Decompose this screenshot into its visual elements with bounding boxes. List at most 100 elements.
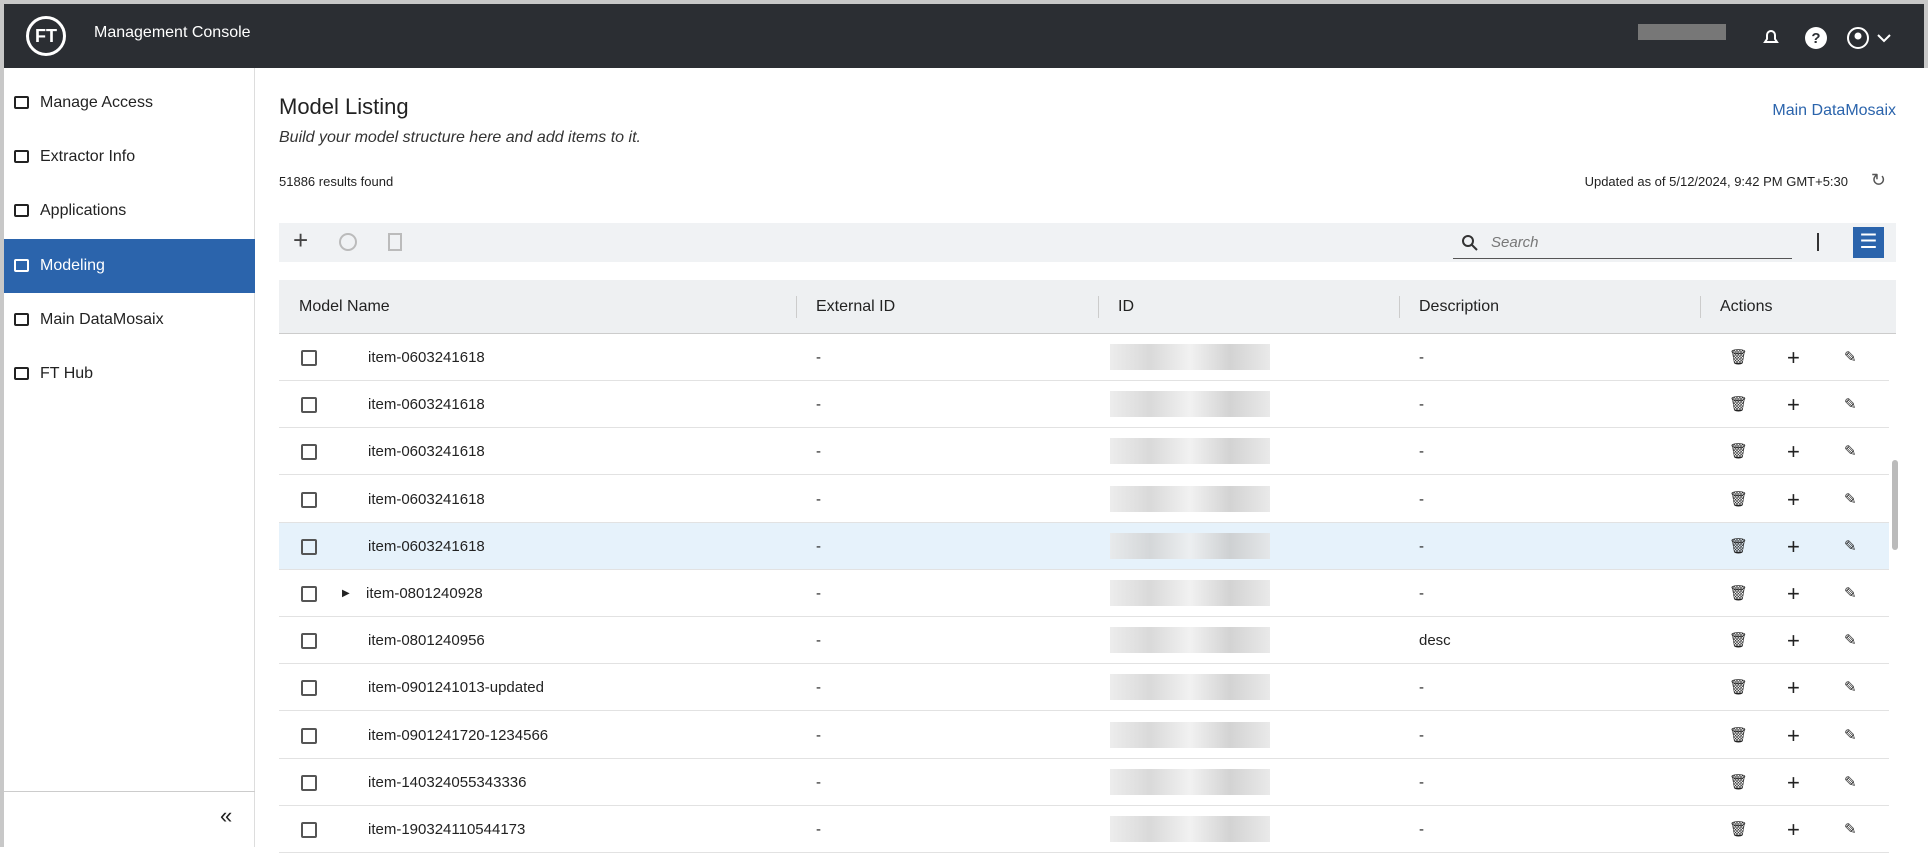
id-redacted: [1110, 721, 1270, 748]
collapse[interactable]: «: [220, 803, 233, 828]
column-header[interactable]: Description: [1419, 298, 1500, 315]
add-button[interactable]: +: [293, 225, 309, 255]
add-action[interactable]: +: [1787, 817, 1800, 842]
model-name: item-0901241720-1234566: [368, 726, 549, 744]
edit-action[interactable]: ✎: [1844, 726, 1857, 744]
model-name: item-190324110544173: [368, 821, 526, 838]
delete-action[interactable]: 🗑: [1729, 726, 1749, 744]
add-action[interactable]: +: [1787, 581, 1800, 606]
account[interactable]: [1846, 26, 1896, 50]
table-row[interactable]: ▶ item-0801240928 - - 🗑 + ✎: [279, 570, 1889, 617]
table-row[interactable]: item-140324055343336 - - 🗑 + ✎: [279, 759, 1889, 806]
add-action[interactable]: +: [1787, 675, 1800, 701]
checkbox[interactable]: [301, 727, 317, 744]
model-name: item-0603241618: [368, 396, 485, 414]
add-action[interactable]: +: [1787, 439, 1800, 465]
edit-action[interactable]: ✎: [1844, 679, 1857, 697]
column-header[interactable]: ID: [1118, 298, 1134, 315]
checkbox[interactable]: [301, 633, 317, 650]
add-action[interactable]: +: [1787, 486, 1800, 512]
column-header[interactable]: Actions: [1720, 298, 1773, 315]
user-menu[interactable]: [1638, 24, 1726, 40]
search-icon: [1462, 235, 1478, 251]
add-action[interactable]: +: [1787, 628, 1800, 654]
publish-button[interactable]: [339, 233, 357, 251]
subtitle: Build your model structure here and add …: [279, 129, 641, 146]
description: -: [1419, 349, 1424, 366]
nav-item[interactable]: Extractor Info: [4, 130, 255, 184]
edit-action[interactable]: ✎: [1844, 490, 1857, 508]
edit-action[interactable]: ✎: [1844, 585, 1857, 602]
refresh[interactable]: ↻: [1870, 170, 1886, 190]
nav-item[interactable]: Modeling: [4, 239, 255, 293]
notifications[interactable]: [1760, 26, 1782, 48]
expand-arrow[interactable]: ▶: [342, 588, 350, 599]
edit-action[interactable]: ✎: [1844, 773, 1857, 791]
toolbar: + Search ☰: [279, 223, 1896, 262]
nav-item[interactable]: Manage Access: [4, 76, 255, 130]
column-separator: [1700, 296, 1701, 318]
delete-action[interactable]: 🗑: [1729, 396, 1749, 414]
checkbox[interactable]: [301, 491, 317, 508]
table-row[interactable]: item-0901241720-1234566 - - 🗑 + ✎: [279, 712, 1889, 759]
delete-action[interactable]: 🗑: [1729, 537, 1749, 555]
external-id: -: [816, 773, 821, 791]
add-action[interactable]: +: [1787, 533, 1800, 559]
nav-item[interactable]: Applications: [4, 184, 255, 238]
delete-action[interactable]: 🗑: [1729, 585, 1749, 602]
edit-action[interactable]: ✎: [1844, 349, 1857, 366]
delete-action[interactable]: 🗑: [1729, 679, 1749, 697]
table-row[interactable]: item-0603241618 - - 🗑 + ✎: [279, 428, 1889, 476]
add-action[interactable]: +: [1787, 769, 1800, 795]
svg-text:?: ?: [1811, 30, 1820, 47]
help[interactable]: ?: [1804, 26, 1828, 50]
table-row[interactable]: item-0901241013-updated - - 🗑 + ✎: [279, 664, 1889, 712]
table-row[interactable]: item-0801240956 - desc 🗑 + ✎: [279, 617, 1889, 665]
checkbox[interactable]: [301, 350, 317, 366]
table-row[interactable]: item-0603241618 - - 🗑 + ✎: [279, 522, 1889, 570]
id-redacted: [1110, 532, 1270, 559]
edit-action[interactable]: ✎: [1844, 821, 1857, 838]
delete-button[interactable]: [388, 233, 402, 251]
checkbox[interactable]: [301, 586, 317, 602]
edit-action[interactable]: ✎: [1844, 632, 1857, 650]
add-action[interactable]: +: [1787, 722, 1800, 748]
list-view[interactable]: ☰: [1853, 227, 1884, 258]
checkbox[interactable]: [301, 444, 317, 461]
column-header[interactable]: Model Name: [299, 298, 390, 315]
scrollbar[interactable]: [1892, 460, 1898, 550]
nav-item[interactable]: Main DataMosaix: [4, 293, 255, 347]
model-name: item-0603241618: [368, 537, 485, 555]
external-link[interactable]: Main DataMosaix: [1772, 102, 1896, 119]
description: -: [1419, 821, 1424, 838]
table-row[interactable]: item-0603241618 - - 🗑 + ✎: [279, 381, 1889, 429]
description: -: [1419, 537, 1424, 555]
edit-action[interactable]: ✎: [1844, 396, 1857, 414]
table-header: Model Name External ID ID Description Action…: [279, 280, 1896, 334]
checkbox[interactable]: [301, 822, 317, 838]
edit-action[interactable]: ✎: [1844, 443, 1857, 461]
tree-view[interactable]: [1817, 233, 1831, 251]
add-action[interactable]: +: [1787, 345, 1800, 370]
nav-item[interactable]: FT Hub: [4, 347, 255, 401]
delete-action[interactable]: 🗑: [1729, 821, 1749, 838]
external-id: -: [816, 632, 821, 650]
table-row[interactable]: item-0603241618 - - 🗑 + ✎: [279, 476, 1889, 523]
delete-action[interactable]: 🗑: [1729, 490, 1749, 508]
column-header[interactable]: External ID: [816, 298, 896, 315]
table-row[interactable]: item-190324110544173 - - 🗑 + ✎: [279, 806, 1889, 853]
app-title: Management Console: [94, 24, 251, 41]
edit-action[interactable]: ✎: [1844, 537, 1857, 555]
delete-action[interactable]: 🗑: [1729, 349, 1749, 366]
search-box[interactable]: Search: [1453, 227, 1792, 259]
checkbox[interactable]: [301, 397, 317, 414]
add-action[interactable]: +: [1787, 392, 1800, 418]
checkbox[interactable]: [301, 774, 317, 791]
delete-action[interactable]: 🗑: [1729, 773, 1749, 791]
checkbox[interactable]: [301, 680, 317, 697]
delete-action[interactable]: 🗑: [1729, 632, 1749, 650]
table-row[interactable]: item-0603241618 - - 🗑 + ✎: [279, 334, 1889, 381]
delete-action[interactable]: 🗑: [1729, 443, 1749, 461]
checkbox[interactable]: [301, 538, 317, 555]
